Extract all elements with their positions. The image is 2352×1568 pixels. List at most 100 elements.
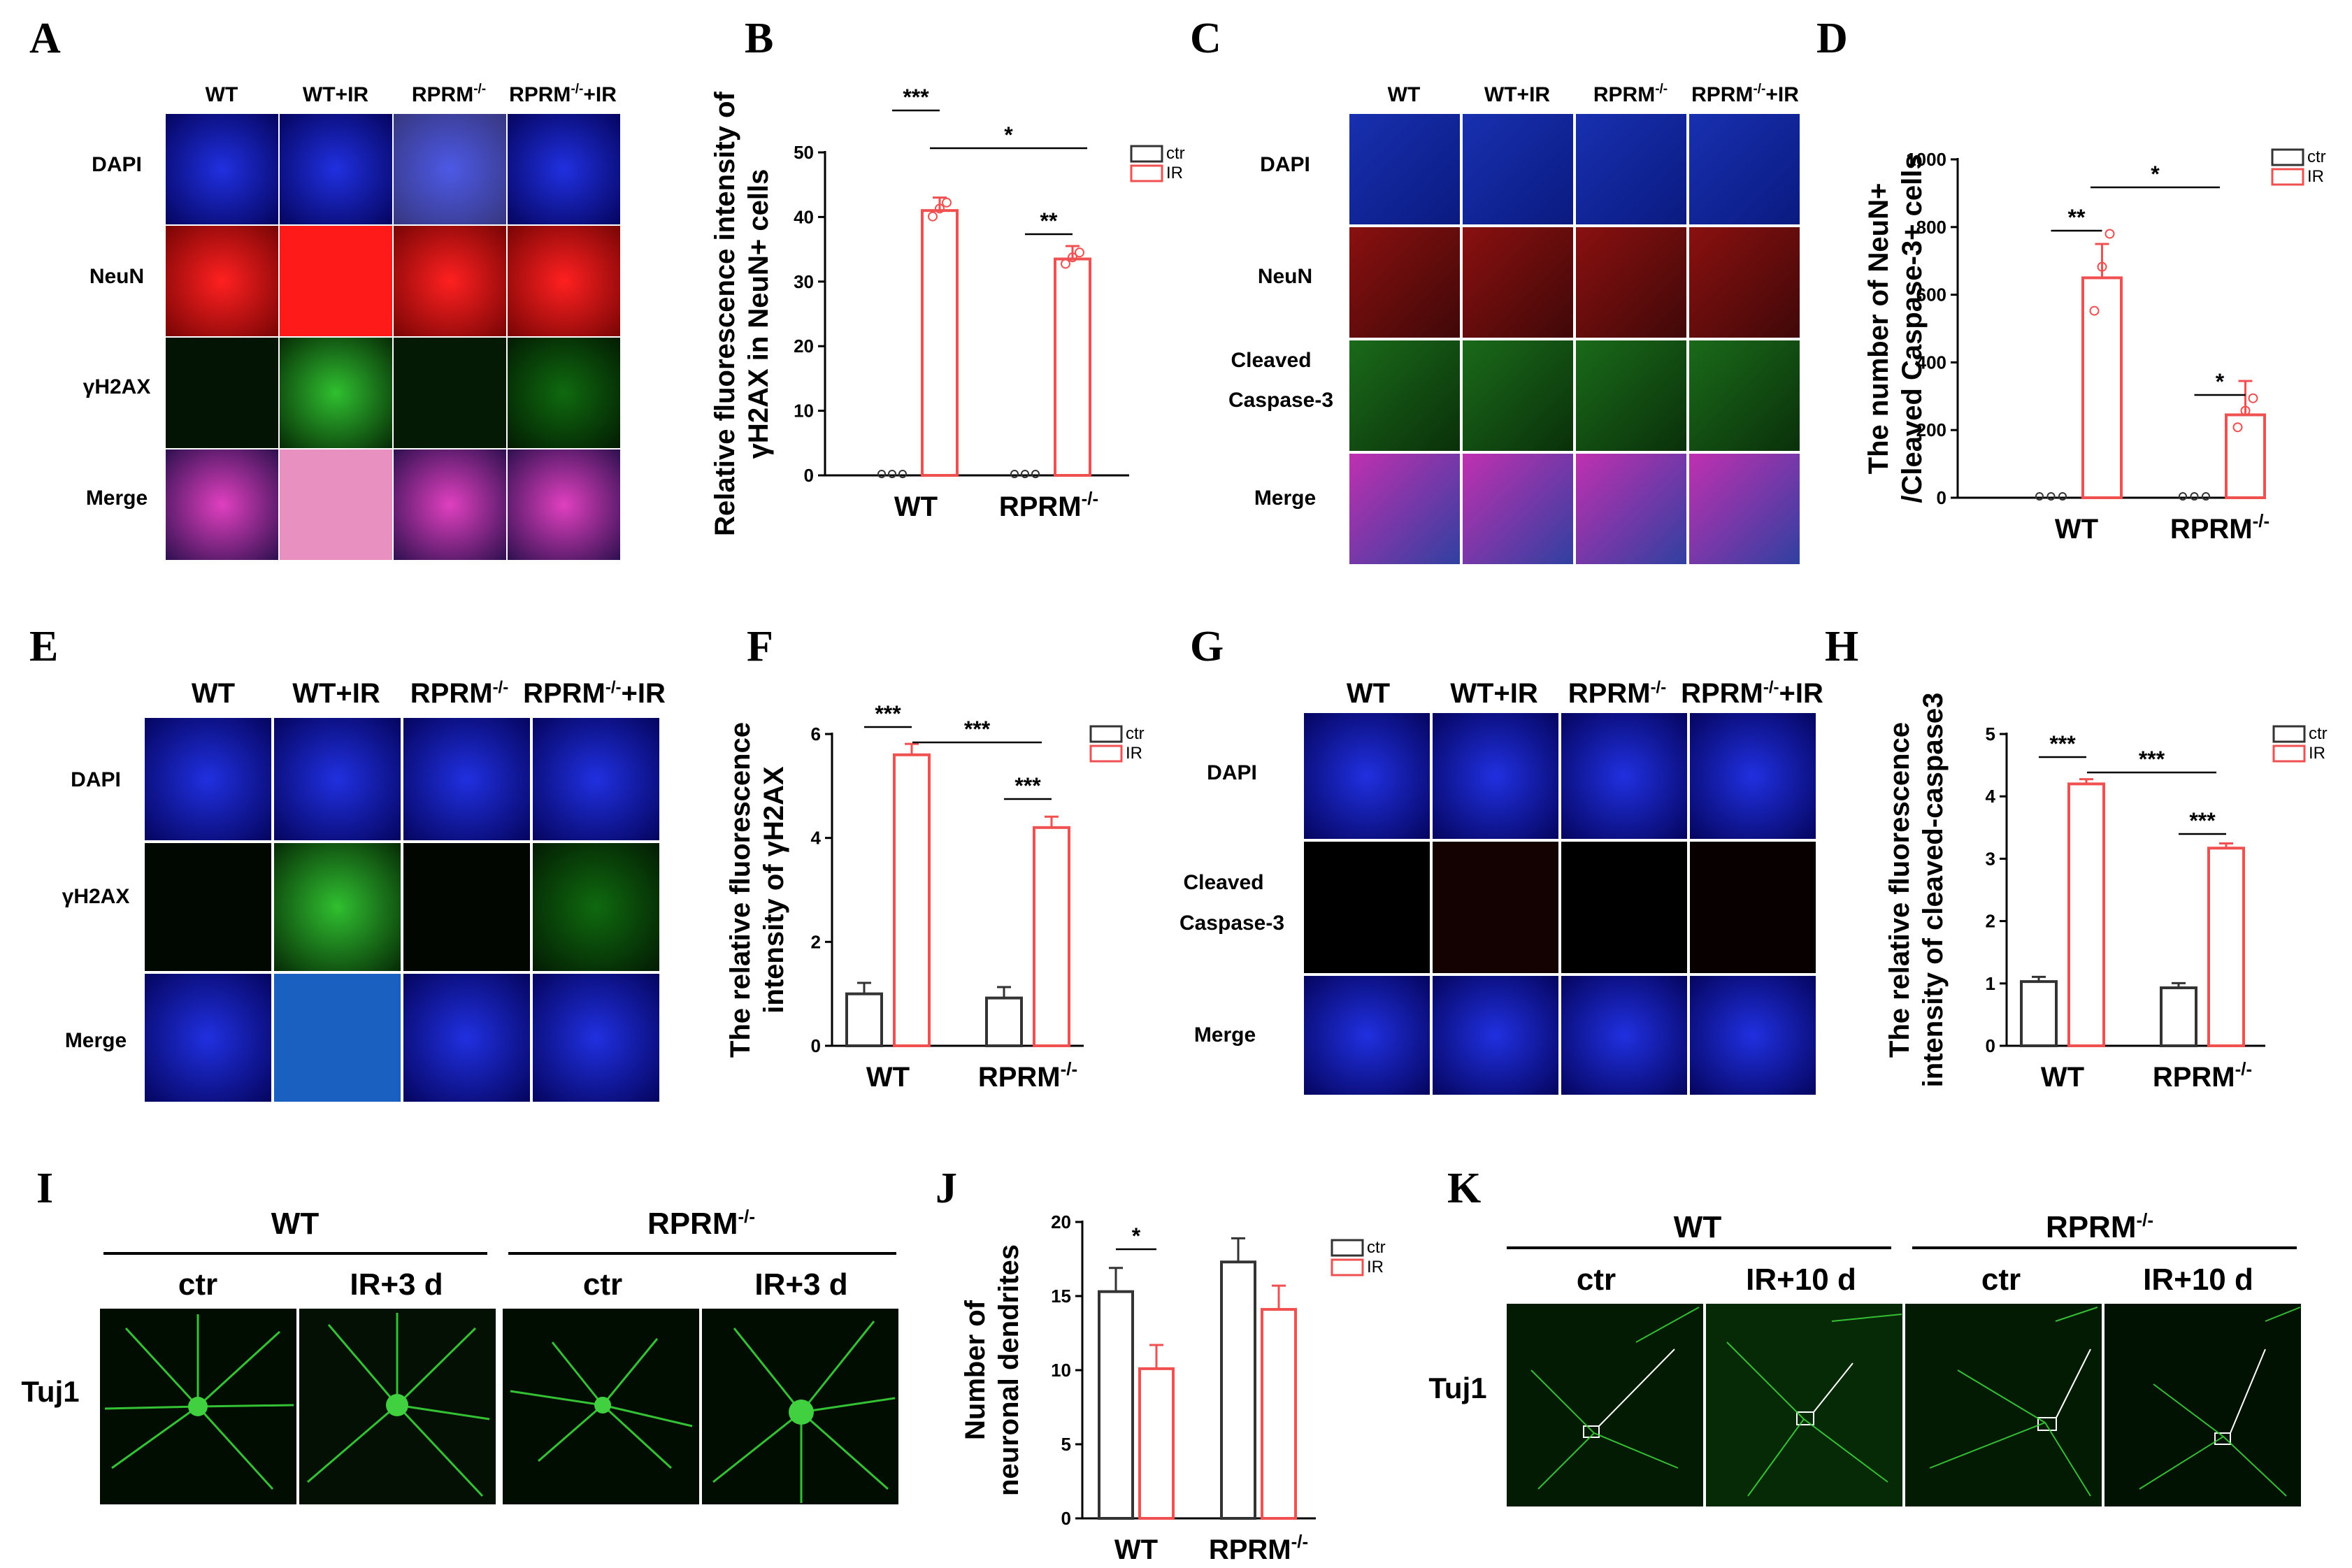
chart-b-legend-label-0: ctr — [1166, 144, 1185, 163]
chart-f: 0 2 4 6 The relative fluorescence intensity o… — [725, 701, 1145, 1093]
panel-g-img-merge-rprmir — [1690, 976, 1816, 1095]
chart-d-bar-ctr-rprm-dot-1 — [2190, 492, 2199, 501]
chart-d-sig-text-1: * — [2216, 369, 2225, 394]
chart-d-bar-ctr-wt-dot-0 — [2035, 492, 2044, 501]
panel-i-col-ctr-rprm: ctr — [583, 1267, 622, 1302]
chart-f-bar-ctr-wt — [845, 992, 883, 1047]
panel-g-col-wt: WT — [1347, 678, 1390, 709]
chart-b: 0 10 20 30 40 50 Relative fluorescence intensi… — [710, 85, 1185, 536]
chart-b-bar-ctr-wt-dot-0 — [877, 470, 886, 478]
chart-b-sig-text-2: * — [1004, 122, 1013, 148]
panel-e-img-gh2ax-rprmir — [533, 843, 659, 971]
chart-d-ytick-label-5: 1000 — [1906, 149, 1946, 170]
panel-g-img-casp-rprmir — [1690, 842, 1816, 973]
panel-e-img-merge-rprm — [403, 974, 530, 1102]
panel-c-col-wt: WT — [1388, 83, 1421, 106]
panel-g-img-casp-wt — [1304, 842, 1430, 973]
panel-c-img-neun-rprmir — [1689, 227, 1800, 338]
chart-j-ytick-label-0: 0 — [1061, 1508, 1071, 1529]
panel-a-col-rprm-ir: RPRM-/-+IR — [509, 82, 617, 106]
panel-c-img-casp-rprmir — [1689, 340, 1800, 451]
chart-b-bar-ctr-rprm-dot-1 — [1021, 470, 1029, 478]
chart-b-legend-swatch-1 — [1130, 164, 1163, 182]
chart-h-ytick-label-4: 4 — [1986, 786, 1996, 807]
panel-k-img-wt-ir — [1706, 1304, 1902, 1506]
panel-c-img-dapi-rprm — [1576, 114, 1686, 224]
chart-b-bar-ctr-rprm-dot-2 — [1031, 470, 1040, 478]
chart-h-sig-text-1: *** — [2189, 808, 2216, 833]
panel-c-img-dapi-rprmir — [1689, 114, 1800, 224]
chart-f-sig-text-0: *** — [875, 701, 901, 726]
panel-k-col-ctr-wt: ctr — [1577, 1263, 1616, 1297]
panel-i-group-rprm: RPRM-/- — [647, 1206, 755, 1241]
chart-b-bar-ir-wt-point-2 — [942, 197, 952, 208]
chart-d-xcat-0: WT — [2055, 514, 2098, 545]
panel-e-img-gh2ax-wtir — [274, 843, 401, 971]
chart-h-bar-ir-rprm — [2207, 847, 2245, 1047]
panel-c-img-casp-wtir — [1463, 340, 1573, 451]
panel-g-col-rprm-ir: RPRM-/-+IR — [1681, 678, 1823, 709]
panel-k-row-tuj1: Tuj1 — [1428, 1372, 1486, 1404]
panel-a-col-rprm: RPRM-/- — [412, 82, 486, 106]
panel-i-col-ctr-wt: ctr — [178, 1267, 217, 1302]
chart-f-legend-swatch-0 — [1089, 725, 1123, 743]
panel-a-col-wt: WT — [206, 83, 238, 106]
panel-a-img-neun-wt — [166, 226, 278, 336]
chart-j-ytick-label-2: 10 — [1051, 1360, 1071, 1381]
panel-k-col-ir-wt: IR+10 d — [1746, 1263, 1856, 1297]
chart-b-xcat-1: RPRM-/- — [999, 488, 1098, 522]
chart-b-bar-ir-rprm-point-2 — [1075, 247, 1084, 258]
chart-j-xcat-1: RPRM-/- — [1209, 1531, 1308, 1565]
chart-h-sig-text-0: *** — [2049, 731, 2076, 756]
panel-a-col-wt-ir: WT+IR — [303, 83, 368, 106]
chart-f-sig-text-1: *** — [1014, 773, 1041, 798]
panel-letter-b: B — [745, 15, 773, 62]
panel-e-col-rprm-ir: RPRM-/-+IR — [523, 678, 666, 709]
panel-e-images — [145, 718, 659, 1102]
panel-k-grid: WT RPRM-/- ctr IR+10 d ctr IR+10 d Tuj1 — [1428, 1209, 2301, 1506]
panel-c-img-casp-wt — [1349, 340, 1460, 451]
chart-h: 0 1 2 3 4 5 The relative fluorescence intensity… — [1884, 693, 2328, 1093]
panel-c-img-casp-rprm — [1576, 340, 1686, 451]
panel-a-img-gh2ax-wt — [166, 338, 278, 448]
panel-a-img-merge-rprmir — [508, 449, 620, 560]
panel-g-row-cleaved-1: Cleaved — [1183, 871, 1263, 894]
panel-letter-f: F — [747, 623, 773, 670]
panel-k-group-wt: WT — [1674, 1210, 1722, 1244]
panel-g-img-merge-wt — [1304, 976, 1430, 1095]
chart-d-ylabel: The number of NeuN+/Cleaved Caspase-3+ c… — [1863, 154, 1928, 503]
chart-f-bar-ir-rprm — [1033, 826, 1070, 1048]
panel-a-img-neun-rprmir — [508, 226, 620, 336]
chart-b-bar-ir-rprm-point-0 — [1061, 259, 1070, 269]
panel-letter-j: J — [935, 1165, 957, 1212]
panel-letter-a: A — [29, 15, 61, 62]
panel-g-img-dapi-wtir — [1433, 713, 1558, 839]
panel-g-col-wt-ir: WT+IR — [1450, 678, 1538, 709]
panel-i-grid: WT RPRM-/- ctr IR+3 d ctr IR+3 d Tuj1 — [21, 1206, 898, 1504]
chart-f-ytick-label-0: 0 — [811, 1035, 821, 1056]
chart-j-ytick-label-4: 20 — [1051, 1211, 1071, 1232]
panel-g-img-merge-rprm — [1561, 976, 1687, 1095]
panel-letter-g: G — [1190, 623, 1224, 670]
chart-b-sig-text-1: ** — [1040, 208, 1058, 233]
chart-h-xcat-0: WT — [2041, 1062, 2084, 1093]
panel-e-img-dapi-rprmir — [533, 718, 659, 840]
panel-i-row-tuj1: Tuj1 — [21, 1375, 79, 1408]
panel-letter-i: I — [36, 1165, 53, 1212]
panel-c-row-cleaved-1: Cleaved — [1231, 349, 1311, 372]
panel-a-img-dapi-wt — [166, 114, 278, 224]
chart-b-bar-ir-rprm — [1054, 257, 1091, 477]
chart-j-sig-text-0: * — [1132, 1223, 1141, 1249]
panel-e-col-rprm: RPRM-/- — [410, 678, 508, 709]
chart-j-legend-swatch-0 — [1331, 1239, 1364, 1257]
panel-e-img-merge-rprmir — [533, 974, 659, 1102]
chart-d-bar-ir-wt-point-1 — [2097, 261, 2107, 272]
chart-f-ylabel: The relative fluorescence intensity of γH… — [725, 722, 789, 1058]
panel-i-col-ir-rprm: IR+3 d — [754, 1267, 847, 1302]
chart-h-ytick-label-3: 3 — [1986, 848, 1995, 869]
chart-h-ytick-label-1: 1 — [1986, 973, 1995, 994]
panel-c-row-dapi: DAPI — [1260, 153, 1310, 176]
chart-b-legend-label-1: IR — [1166, 164, 1183, 182]
panel-g-images — [1304, 713, 1816, 1095]
